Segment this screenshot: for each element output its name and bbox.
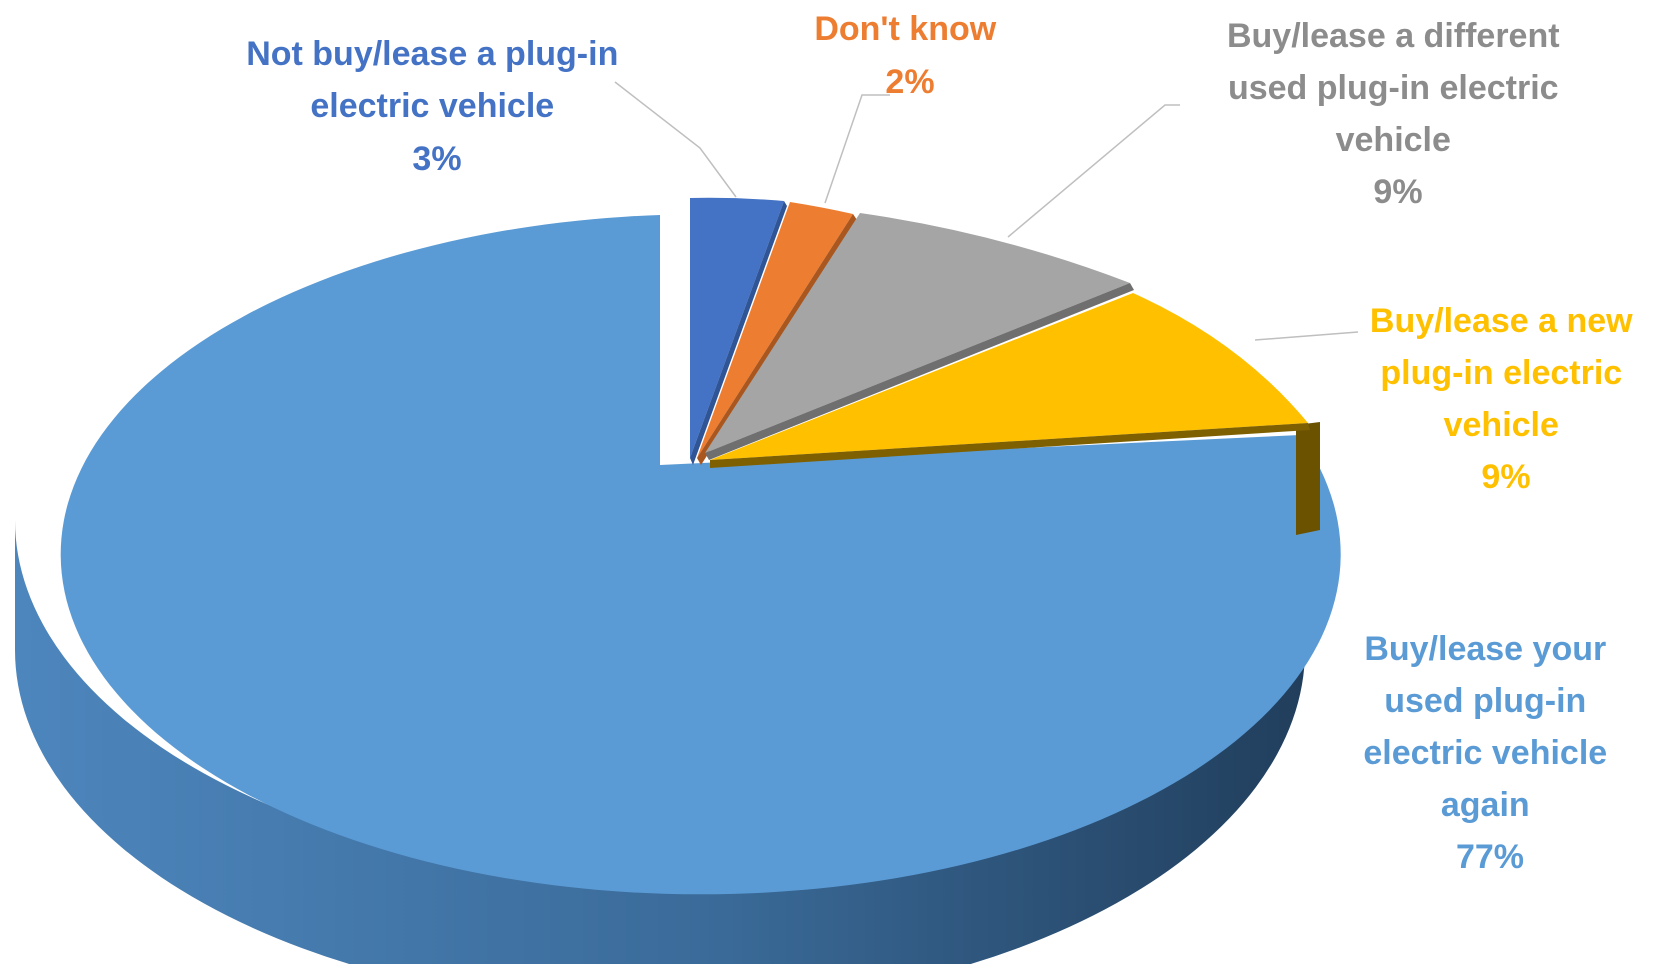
slice-used-again bbox=[15, 215, 1341, 964]
label-different-used: Buy/lease a different used plug-in elect… bbox=[1227, 17, 1569, 211]
label-different-used-line-3: vehicle bbox=[1336, 121, 1451, 159]
slice-dont-know-edge bbox=[697, 214, 857, 465]
slice-not-buy bbox=[690, 197, 787, 465]
slice-dont-know bbox=[697, 202, 857, 465]
slice-new-side bbox=[1296, 422, 1320, 535]
label-different-used-line-1: Buy/lease a different bbox=[1227, 17, 1560, 55]
label-different-used-value: 9% bbox=[1373, 173, 1422, 211]
label-new-line-2: plug-in electric bbox=[1380, 354, 1622, 392]
label-not-buy-value: 3% bbox=[412, 140, 461, 178]
leader-line-different-used bbox=[1007, 104, 1180, 238]
label-not-buy: Not buy/lease a plug-in electric vehicle… bbox=[246, 35, 628, 178]
slice-new-top bbox=[710, 293, 1308, 460]
slice-different-used-top bbox=[705, 213, 1130, 453]
label-used-again-value: 77% bbox=[1456, 838, 1524, 876]
label-used-again-line-2: used plug-in bbox=[1384, 682, 1586, 720]
label-used-again-line-4: again bbox=[1441, 786, 1530, 824]
label-new-line-3: vehicle bbox=[1444, 406, 1559, 444]
label-used-again-line-1: Buy/lease your bbox=[1364, 630, 1606, 668]
slice-not-buy-top bbox=[690, 197, 784, 459]
slice-not-buy-edge bbox=[690, 201, 787, 465]
label-dont-know-line-1: Don't know bbox=[814, 10, 996, 48]
slice-new-edge bbox=[710, 423, 1310, 468]
slice-different-used-edge bbox=[705, 283, 1134, 460]
label-not-buy-line-2: electric vehicle bbox=[310, 87, 554, 125]
leader-line-new bbox=[1254, 331, 1359, 341]
label-not-buy-line-1: Not buy/lease a plug-in bbox=[246, 35, 618, 73]
slice-different-used bbox=[705, 213, 1134, 460]
slice-new bbox=[710, 293, 1310, 468]
label-used-again: Buy/lease your used plug-in electric veh… bbox=[1363, 630, 1616, 876]
leader-lines bbox=[614, 81, 1359, 341]
label-new: Buy/lease a new plug-in electric vehicle… bbox=[1370, 302, 1642, 496]
leader-line-dont-know bbox=[824, 94, 890, 204]
leader-line-not-buy bbox=[614, 81, 737, 198]
label-used-again-line-3: electric vehicle bbox=[1363, 734, 1607, 772]
slice-dont-know-top bbox=[697, 202, 853, 458]
label-new-line-1: Buy/lease a new bbox=[1370, 302, 1633, 340]
slice-used-again-top bbox=[60, 215, 1341, 895]
label-new-value: 9% bbox=[1481, 458, 1530, 496]
label-different-used-line-2: used plug-in electric bbox=[1228, 69, 1559, 107]
label-dont-know-value: 2% bbox=[885, 63, 934, 101]
label-dont-know: Don't know 2% bbox=[814, 10, 1005, 101]
